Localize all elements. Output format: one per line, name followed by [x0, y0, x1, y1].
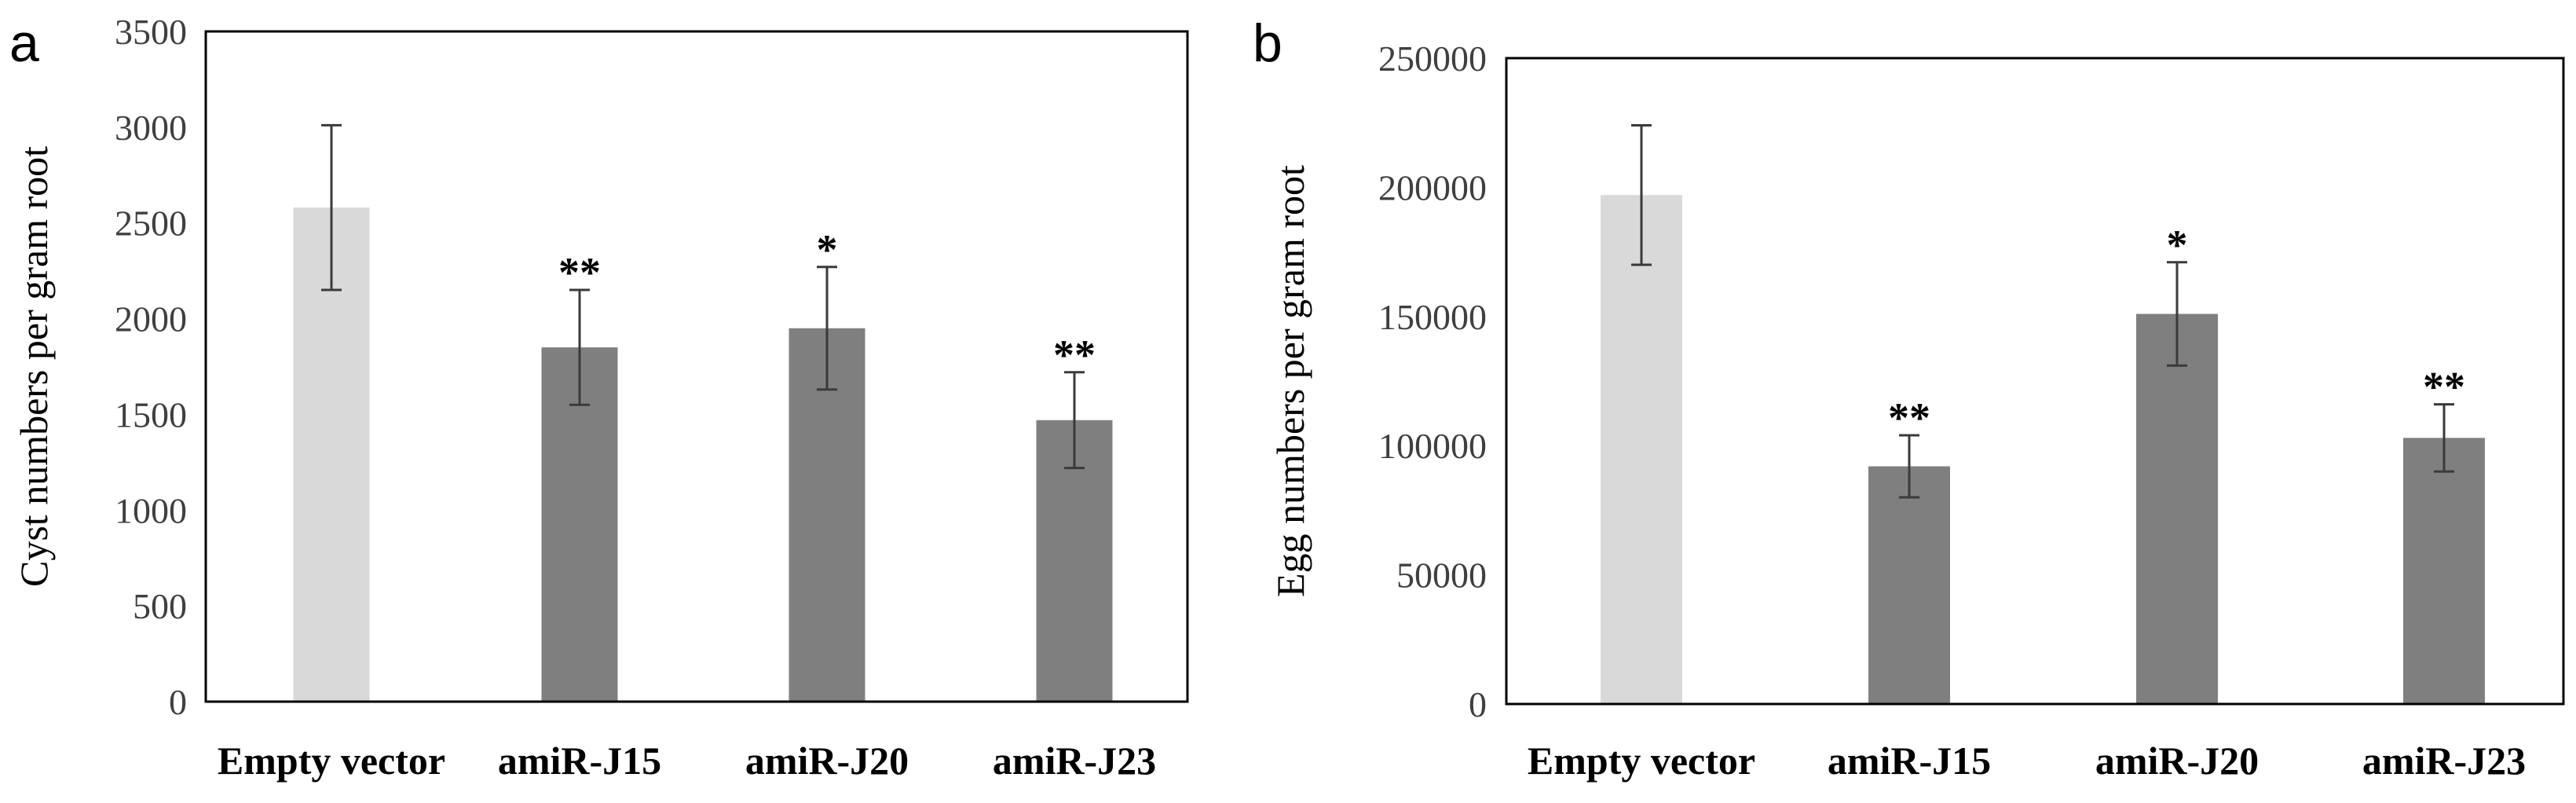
panel-a-category-label: amiR-J20 [745, 739, 909, 783]
panel-a-y-tick-label: 3500 [115, 12, 187, 52]
panel-b-bar [1868, 466, 1950, 704]
panel-a-category-label: amiR-J23 [993, 739, 1156, 783]
panel-b-y-tick-label: 50000 [1396, 556, 1487, 596]
panel-a-chart: a Cyst numbers per gram root 0 500 1000 150… [9, 12, 1189, 783]
panel-b-bar [1601, 195, 1682, 704]
panel-a-y-tick-label: 3000 [115, 108, 187, 148]
panel-b-bar [2403, 438, 2485, 704]
panel-a-significance-label: ** [1053, 332, 1096, 379]
panel-b-significance-label: ** [1888, 394, 1930, 442]
panel-a-marks: 0 500 1000 1500 2000 2500 3000 3500 Empty vector… [115, 12, 1156, 783]
panel-a-y-tick-label: 500 [133, 586, 187, 626]
panel-b-significance-label: * [2167, 222, 2188, 269]
panel-a-y-tick-label: 0 [169, 682, 187, 722]
panel-b-y-tick-label: 100000 [1378, 426, 1487, 466]
panel-a-y-tick-label: 1000 [115, 490, 187, 530]
panel-a-significance-label: ** [558, 249, 601, 296]
panel-a-significance-label: * [817, 226, 838, 273]
panel-a-bar [541, 347, 618, 702]
panel-a-y-axis-title: Cyst numbers per gram root [12, 146, 56, 587]
panel-b-y-axis-title: Egg numbers per gram root [1268, 165, 1312, 597]
panel-a-y-tick-label: 1500 [115, 394, 187, 434]
panel-b-y-tick-label: 200000 [1378, 167, 1487, 207]
panel-b-bar [2136, 314, 2218, 704]
panel-a-y-tick-label: 2500 [115, 204, 187, 244]
panel-a-category-label: amiR-J15 [498, 739, 661, 783]
panel-a-plot-frame [204, 30, 1189, 703]
panel-a-category-label: Empty vector [218, 739, 445, 783]
panel-b-category-label: Empty vector [1528, 739, 1755, 783]
panel-b-plot-frame [1505, 57, 2565, 706]
panel-b-significance-label: ** [2423, 364, 2465, 411]
panel-b-chart: b Egg numbers per gram root 0 50000 100000… [1253, 13, 2565, 783]
panel-a-y-tick-label: 2000 [115, 299, 187, 339]
panel-a-letter: a [9, 13, 39, 73]
panel-b-y-tick-label: 0 [1469, 684, 1487, 724]
panel-b-y-tick-label: 250000 [1378, 38, 1487, 79]
panel-b-category-label: amiR-J15 [1828, 739, 1991, 783]
panel-b-marks: 0 50000 100000 150000 200000 250000 Empty vect… [1378, 38, 2526, 783]
panel-b-y-tick-label: 150000 [1378, 297, 1487, 337]
panel-b-letter: b [1253, 13, 1283, 73]
panel-b-category-label: amiR-J23 [2362, 739, 2526, 783]
panel-b-category-label: amiR-J20 [2095, 739, 2259, 783]
